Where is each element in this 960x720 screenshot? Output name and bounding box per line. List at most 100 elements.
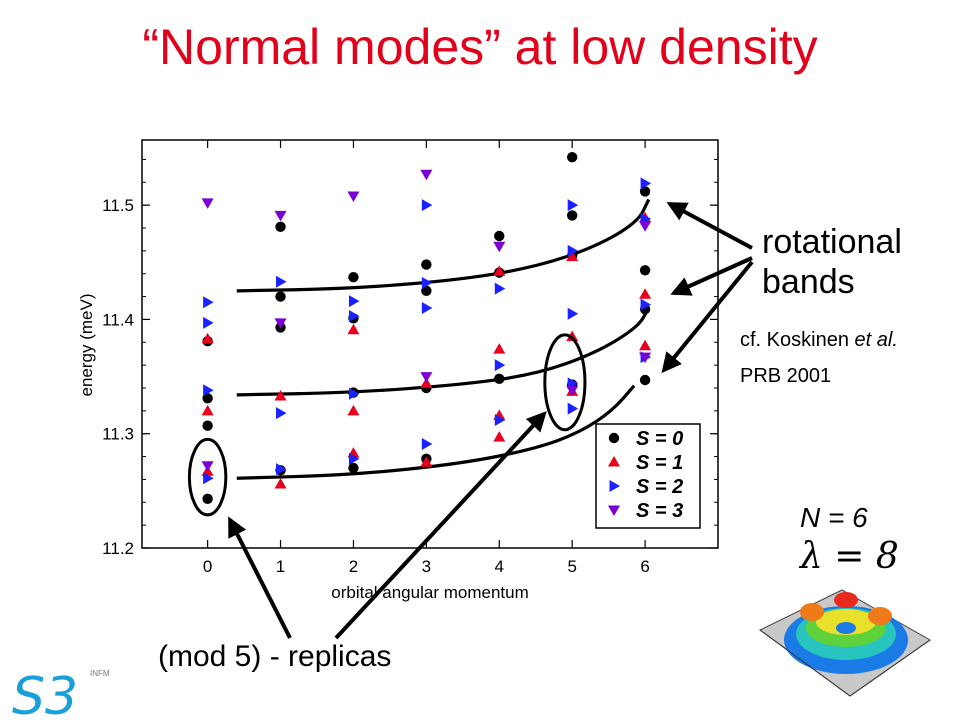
data-point-s1 [201, 332, 214, 344]
data-point-s2 [567, 307, 579, 320]
replica-ellipses [187, 333, 587, 517]
legend-marker [608, 505, 620, 516]
data-point-s3 [201, 198, 214, 209]
rotational-band-curve-3 [236, 384, 636, 480]
replica-ellipse-1 [187, 437, 228, 517]
arrow-rotational-1 [666, 202, 753, 250]
data-point-s3 [347, 191, 360, 202]
arrow-replica-2 [334, 411, 547, 640]
x-tick-label: 4 [495, 557, 504, 576]
legend-marker [609, 480, 620, 492]
data-point-s2 [421, 276, 433, 289]
axis-ticks: 0 1 2 3 4 5 6 11.2 11.3 11.4 11.5 [102, 140, 718, 576]
data-point-s0 [639, 265, 651, 276]
data-point-s0 [348, 462, 359, 474]
data-point-s1 [566, 250, 579, 262]
particle-number-label: N = 6 [800, 502, 868, 533]
rotational-label-line-1: rotational [762, 223, 902, 261]
data-point-s0 [421, 259, 432, 270]
data-point-s3 [639, 352, 652, 364]
legend: S = 0S = 1S = 2S = 3 [595, 423, 701, 529]
data-point-s2 [567, 199, 579, 212]
citation: cf. Koskinen et al. PRB 2001 [740, 322, 898, 394]
data-point-s3 [274, 318, 287, 329]
citation-line-2: PRB 2001 [740, 365, 832, 387]
data-point-s3 [420, 169, 433, 181]
replicas-label: (mod 5) - replicas [158, 640, 392, 673]
data-point-s2 [348, 452, 360, 465]
data-point-s2 [494, 282, 506, 295]
rotational-band-curve-1 [236, 198, 651, 293]
data-point-s3 [420, 372, 433, 383]
data-point-s2 [494, 359, 506, 372]
legend-label: S = 2 [636, 476, 683, 498]
data-point-s2 [421, 438, 433, 450]
data-point-s2 [348, 295, 360, 308]
rotational-label-line-2: bands [762, 263, 855, 301]
legend-label: S = 1 [636, 452, 683, 474]
legend-marker [608, 432, 620, 444]
data-point-s2 [348, 310, 360, 322]
data-point-s2 [203, 384, 214, 397]
data-point-s3 [566, 385, 579, 397]
data-point-s2 [567, 244, 579, 257]
data-point-s0 [639, 374, 651, 386]
x-axis-label: orbital angular momentum [331, 583, 528, 602]
rotational-bands-label: rotational bands [762, 222, 902, 302]
arrow-rotational-2 [670, 256, 753, 296]
x-tick-label: 2 [349, 557, 358, 576]
data-point-s1 [566, 330, 579, 342]
data-point-s2 [276, 463, 287, 476]
s3-logo: S3 INFM [12, 667, 110, 720]
data-point-s2 [640, 298, 652, 311]
data-point-s1 [274, 478, 287, 489]
x-tick-label: 6 [640, 557, 649, 576]
data-point-s3 [493, 241, 506, 253]
data-point-s1 [274, 390, 287, 401]
x-tick-label: 1 [276, 557, 285, 576]
data-point-s3 [274, 210, 287, 222]
data-point-s0 [566, 151, 578, 163]
data-point-s0 [494, 230, 505, 242]
data-point-s2 [421, 302, 433, 314]
plot-frame [141, 139, 719, 549]
data-point-s0 [202, 493, 213, 505]
arrow-rotational-3 [661, 260, 754, 374]
legend-marker [608, 456, 620, 467]
y-tick-label: 11.3 [102, 425, 134, 444]
x-tick-label: 5 [567, 557, 576, 576]
legend-label: S = 0 [636, 428, 683, 450]
arrow-replica-1 [228, 516, 292, 639]
data-point-s1 [420, 377, 433, 388]
data-point-s1 [493, 343, 506, 354]
density-surface-plot [759, 589, 931, 697]
data-point-s0 [275, 291, 286, 302]
data-point-s2 [640, 177, 652, 190]
x-tick-label: 3 [422, 557, 431, 576]
lambda-label: λ = 8 [800, 536, 899, 577]
legend-label: S = 3 [636, 500, 683, 522]
data-point-s0 [202, 393, 213, 404]
data-point-s1 [201, 404, 214, 416]
data-point-s2 [276, 407, 287, 420]
data-points [201, 151, 652, 505]
data-point-s0 [348, 271, 359, 283]
data-point-s2 [203, 316, 214, 329]
logo-mark: S3 [12, 667, 78, 720]
data-point-s2 [276, 275, 287, 288]
fit-curves [236, 198, 651, 480]
rotational-band-curve-2 [236, 307, 651, 397]
data-point-s1 [493, 265, 506, 276]
data-point-s0 [275, 221, 286, 233]
data-point-s0 [566, 210, 578, 221]
data-point-s2 [203, 472, 214, 485]
data-point-s0 [639, 186, 651, 197]
replica-ellipse-2 [543, 333, 587, 432]
data-point-s1 [347, 404, 360, 416]
data-point-s1 [639, 288, 652, 299]
data-point-s2 [348, 387, 360, 400]
logo-superscript: INFM [90, 669, 110, 678]
data-point-s3 [201, 461, 214, 472]
y-tick-label: 11.2 [102, 539, 134, 558]
y-tick-label: 11.5 [102, 196, 134, 215]
